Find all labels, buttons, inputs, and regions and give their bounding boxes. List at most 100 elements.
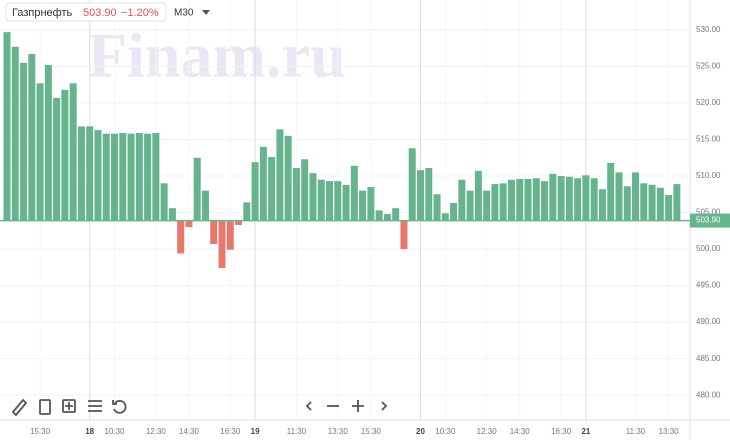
- bar: [450, 203, 458, 221]
- bar: [119, 132, 127, 221]
- bar: [648, 184, 656, 221]
- x-tick-label: 19: [251, 427, 260, 436]
- toolbar: [11, 398, 388, 417]
- bar: [499, 183, 507, 221]
- x-tick-label: 10:30: [435, 427, 456, 436]
- bar: [565, 176, 573, 221]
- scroll-right[interactable]: [381, 401, 388, 411]
- bar: [309, 173, 317, 221]
- bar: [359, 190, 367, 221]
- bar: [11, 46, 19, 221]
- bar: [86, 126, 94, 221]
- bar: [458, 179, 466, 221]
- bar: [251, 162, 259, 221]
- bar: [392, 208, 400, 221]
- watermark: Finam.ru: [88, 20, 346, 91]
- bar: [433, 194, 441, 221]
- bar: [425, 168, 433, 221]
- add-indicator[interactable]: [62, 399, 76, 413]
- bar: [284, 135, 292, 221]
- bar: [474, 170, 482, 221]
- bar: [516, 178, 524, 221]
- bar: [268, 157, 276, 221]
- bar: [623, 186, 631, 221]
- y-tick-label: 530.00: [696, 25, 721, 34]
- reset-tool[interactable]: [112, 399, 127, 414]
- bar: [367, 186, 375, 221]
- interval[interactable]: M30: [174, 8, 194, 19]
- x-tick-label: 13:30: [659, 427, 680, 436]
- x-tick-label: 14:30: [179, 427, 200, 436]
- settings-tool[interactable]: [88, 400, 102, 412]
- change: −1.20%: [121, 7, 159, 19]
- x-tick-label: 11:30: [626, 427, 646, 436]
- bar: [226, 220, 234, 250]
- bar: [111, 133, 119, 221]
- bar: [408, 148, 416, 221]
- bar: [193, 157, 201, 221]
- bar: [135, 132, 143, 221]
- bar: [44, 65, 52, 221]
- bar: [607, 162, 615, 221]
- ticker: Газпрнефть: [12, 7, 72, 19]
- bar: [3, 32, 11, 221]
- draw-tool[interactable]: [11, 398, 28, 417]
- ruler-tool[interactable]: [39, 399, 51, 415]
- bar: [665, 195, 673, 221]
- x-tick-label: 10:30: [104, 427, 125, 436]
- bar: [342, 184, 350, 221]
- interval-caret[interactable]: [202, 10, 210, 15]
- bar: [466, 190, 474, 221]
- bar: [168, 208, 176, 221]
- last-price: 503.90: [83, 7, 117, 19]
- bar: [483, 190, 491, 221]
- bar: [441, 213, 449, 221]
- bar: [615, 172, 623, 221]
- x-tick-label: 20: [416, 427, 425, 436]
- bar: [574, 178, 582, 221]
- x-tick-label: 16:30: [220, 427, 241, 436]
- x-tick-label: 14:30: [510, 427, 531, 436]
- bar: [210, 220, 218, 244]
- bar: [350, 165, 358, 221]
- price-tag: [690, 213, 730, 228]
- y-tick-label: 500.00: [696, 244, 721, 253]
- bar: [541, 181, 549, 221]
- bar: [94, 130, 102, 221]
- bar: [557, 176, 565, 221]
- y-tick-label: 480.00: [696, 390, 721, 399]
- y-tick-label: 525.00: [696, 62, 721, 71]
- bar: [334, 181, 342, 221]
- y-tick-label: 495.00: [696, 281, 721, 290]
- price-tag-label: 503.90: [696, 216, 721, 225]
- bar: [177, 220, 185, 254]
- scroll-left[interactable]: [305, 401, 312, 411]
- bar: [276, 129, 284, 221]
- bar: [301, 159, 309, 221]
- zoom-in[interactable]: [352, 400, 364, 412]
- bar: [77, 126, 85, 221]
- bar: [152, 132, 160, 221]
- bar: [69, 83, 77, 221]
- header-box: [5, 2, 167, 22]
- bar: [317, 179, 325, 221]
- bar: [144, 133, 152, 221]
- bar: [326, 181, 334, 221]
- bar: [549, 173, 557, 221]
- bar: [218, 220, 226, 269]
- bar: [656, 187, 664, 221]
- bar: [383, 214, 391, 221]
- y-tick-label: 490.00: [696, 317, 721, 326]
- bar: [61, 89, 69, 221]
- bar: [582, 175, 590, 221]
- x-tick-label: 21: [581, 427, 590, 436]
- y-tick-label: 510.00: [696, 171, 721, 180]
- bar: [640, 183, 648, 221]
- bar: [259, 146, 267, 221]
- bar: [400, 220, 408, 250]
- bar: [673, 184, 681, 221]
- bar: [375, 210, 383, 221]
- y-tick-label: 520.00: [696, 98, 721, 107]
